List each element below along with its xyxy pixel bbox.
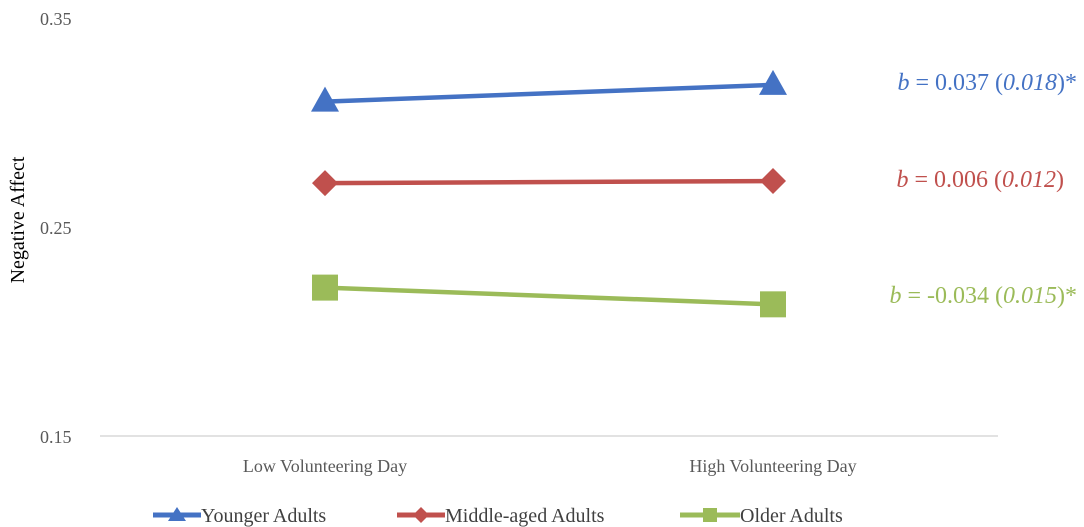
data-point-younger-1: [759, 69, 787, 95]
y-tick-label-mid: 0.25: [40, 218, 72, 238]
legend: Younger Adults Middle-aged Adults Older …: [153, 505, 843, 527]
annotation-older: b = -0.034 (0.015)*: [889, 283, 1077, 309]
data-point-older-1: [760, 291, 786, 318]
annotation-middle: b = 0.006 (0.012): [896, 167, 1064, 193]
annotation-younger-coef: 0.037: [935, 70, 989, 96]
y-tick-label-bottom: 0.15: [40, 427, 72, 447]
y-axis-title: Negative Affect: [7, 156, 29, 283]
legend-label-younger: Younger Adults: [201, 505, 326, 527]
annotation-older-eq: =: [901, 283, 927, 309]
series-layer: [311, 69, 787, 318]
legend-diamond-icon: [413, 507, 429, 523]
legend-item-middle: Middle-aged Adults: [397, 505, 605, 527]
annotation-younger-open: (: [989, 70, 1003, 96]
annotation-older-close: )*: [1057, 283, 1077, 309]
annotation-older-open: (: [989, 283, 1003, 309]
annotation-older-b: b: [889, 283, 901, 309]
annotation-middle-coef: 0.006: [934, 167, 988, 193]
x-category-label-low: Low Volunteering Day: [243, 456, 407, 476]
annotation-younger: b = 0.037 (0.018)*: [897, 70, 1077, 96]
legend-label-middle: Middle-aged Adults: [445, 505, 605, 527]
series-line-younger: [324, 82, 774, 104]
legend-item-older: Older Adults: [680, 505, 843, 527]
annotation-older-coef: -0.034: [927, 283, 989, 309]
legend-label-older: Older Adults: [740, 505, 843, 527]
annotation-younger-se: 0.018: [1003, 70, 1057, 96]
legend-triangle-icon: [168, 507, 186, 521]
data-point-older-0: [312, 274, 338, 301]
annotation-younger-eq: =: [909, 70, 935, 96]
data-point-middle-0: [312, 170, 338, 197]
annotation-middle-eq: =: [908, 167, 934, 193]
annotation-middle-open: (: [988, 167, 1002, 193]
legend-square-icon: [703, 508, 717, 522]
annotation-younger-b: b: [897, 70, 909, 96]
data-point-younger-0: [311, 86, 339, 112]
series-line-older: [324, 285, 774, 307]
annotation-older-se: 0.015: [1003, 283, 1057, 309]
annotation-middle-close: ): [1056, 167, 1064, 193]
annotation-middle-b: b: [896, 167, 908, 193]
legend-item-younger: Younger Adults: [153, 505, 326, 527]
annotation-middle-se: 0.012: [1002, 167, 1056, 193]
annotation-younger-close: )*: [1057, 70, 1077, 96]
x-category-label-high: High Volunteering Day: [689, 456, 856, 476]
data-point-middle-1: [760, 168, 786, 195]
y-tick-label-top: 0.35: [40, 9, 72, 29]
series-line-middle: [324, 178, 774, 186]
